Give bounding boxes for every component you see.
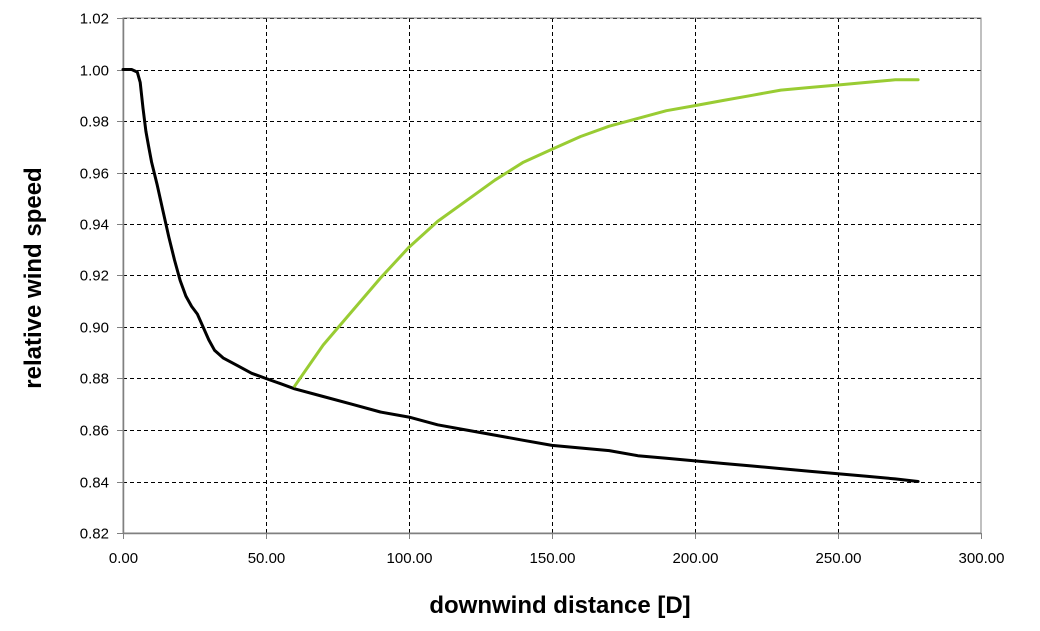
- y-tick-label: 0.90: [80, 320, 109, 337]
- series-lines: [121, 68, 920, 483]
- x-tick-label: 0.00: [109, 550, 138, 567]
- y-tick-label: 0.96: [80, 166, 109, 183]
- x-axis-title: downwind distance [D]: [429, 592, 690, 619]
- y-tick-label: 0.84: [80, 475, 109, 492]
- y-tick-label: 0.92: [80, 268, 109, 285]
- gridlines: [123, 18, 981, 533]
- y-tick-label: 0.98: [80, 114, 109, 131]
- x-tick-label: 50.00: [248, 550, 286, 567]
- y-tick-label: 0.86: [80, 423, 109, 440]
- tick-labels: 0.00 50.00 100.00 150.00 200.00 250.00 300.00 0…: [80, 11, 1005, 568]
- x-tick-label: 150.00: [530, 550, 576, 567]
- y-tick-label: 0.94: [80, 217, 109, 234]
- y-tick-label: 0.88: [80, 371, 109, 388]
- x-tick-label: 300.00: [959, 550, 1005, 567]
- y-tick-label: 1.02: [80, 11, 109, 28]
- x-tick-label: 250.00: [816, 550, 862, 567]
- y-axis-title: relative wind speed: [20, 167, 47, 388]
- y-tick-label: 0.82: [80, 526, 109, 543]
- x-tick-label: 100.00: [387, 550, 433, 567]
- x-tick-label: 200.00: [673, 550, 719, 567]
- y-tick-label: 1.00: [80, 63, 109, 80]
- axes: [117, 17, 982, 539]
- series-line-1: [121, 68, 920, 483]
- series-line-2: [293, 78, 920, 388]
